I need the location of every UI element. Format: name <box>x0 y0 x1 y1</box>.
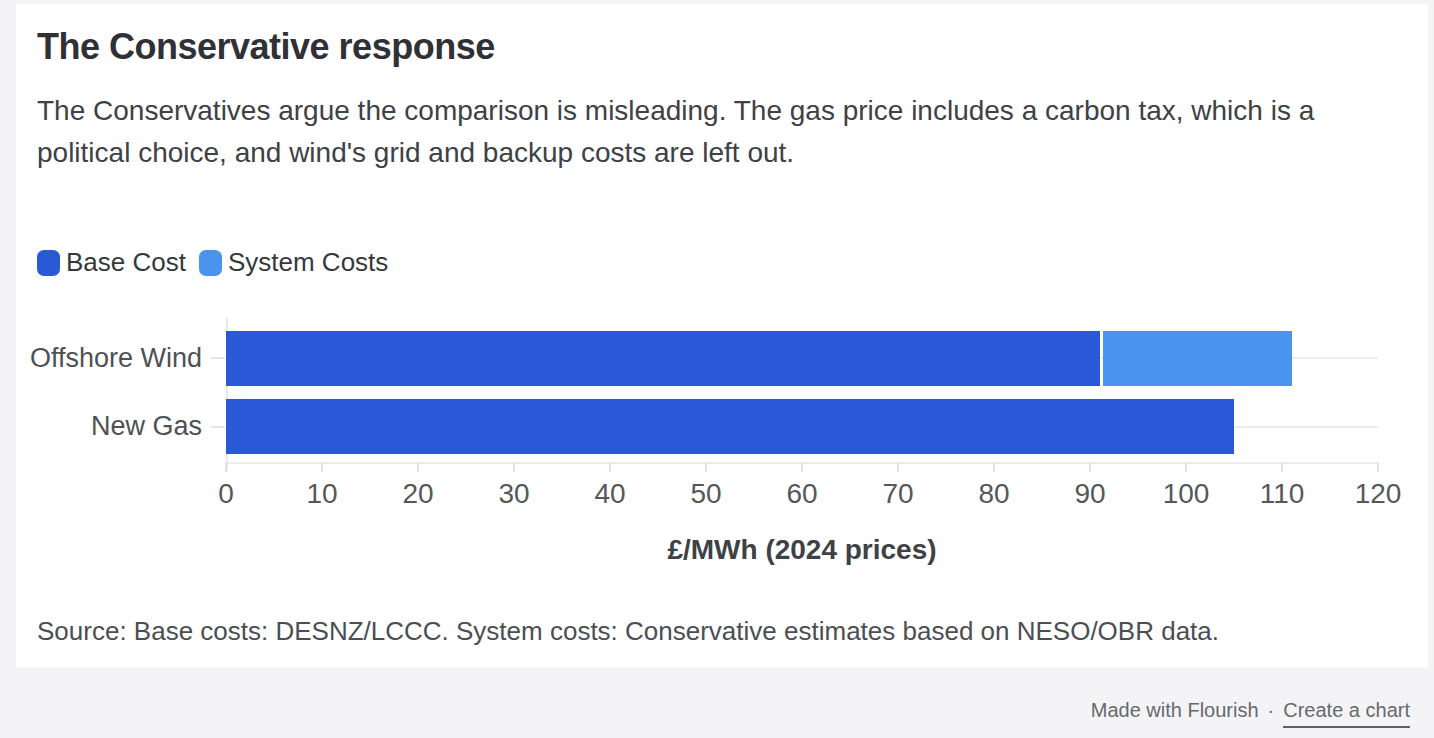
chart-subtitle: The Conservatives argue the comparison i… <box>37 90 1409 174</box>
x-tick-mark <box>1377 462 1379 472</box>
page-title: The Conservative response <box>37 26 495 68</box>
base-cost-swatch-icon <box>37 250 60 276</box>
x-tick-label: 40 <box>570 478 650 510</box>
x-tick-label: 50 <box>666 478 746 510</box>
x-tick-mark <box>1089 462 1091 472</box>
x-axis-tick-labels: 0102030405060708090100110120 <box>226 478 1378 510</box>
x-tick-label: 90 <box>1050 478 1130 510</box>
x-tick-mark <box>1185 462 1187 472</box>
x-tick-label: 60 <box>762 478 842 510</box>
legend-item-base-cost: Base Cost <box>37 247 186 278</box>
x-tick-mark <box>993 462 995 472</box>
x-tick-mark <box>513 462 515 472</box>
x-tick-mark <box>1281 462 1283 472</box>
source-note: Source: Base costs: DESNZ/LCCC. System c… <box>37 616 1219 647</box>
made-with-flourish-label: Made with Flourish <box>1091 699 1259 722</box>
x-tick-mark <box>321 462 323 472</box>
plot-area <box>226 314 1378 474</box>
x-tick-label: 10 <box>282 478 362 510</box>
x-tick-mark <box>225 462 227 472</box>
x-tick-label: 110 <box>1242 478 1322 510</box>
x-tick-label: 100 <box>1146 478 1226 510</box>
x-tick-label: 120 <box>1338 478 1418 510</box>
create-a-chart-link[interactable]: Create a chart <box>1283 699 1410 728</box>
x-tick-mark <box>609 462 611 472</box>
separator-dot: · <box>1268 699 1275 722</box>
legend-label: Base Cost <box>66 247 186 278</box>
x-tick-label: 0 <box>186 478 266 510</box>
system-costs-swatch-icon <box>199 250 222 276</box>
x-tick-mark <box>705 462 707 472</box>
y-tick-mark <box>211 357 225 359</box>
bar-segment-base-cost[interactable] <box>226 331 1100 386</box>
legend-item-system-costs: System Costs <box>199 247 388 278</box>
legend-label: System Costs <box>228 247 388 278</box>
bar-segment-system-costs[interactable] <box>1103 331 1292 386</box>
x-tick-label: 80 <box>954 478 1034 510</box>
chart-card: The Conservative response The Conservati… <box>16 4 1428 667</box>
bar-segment-base-cost[interactable] <box>226 399 1234 454</box>
x-tick-label: 30 <box>474 478 554 510</box>
x-tick-mark <box>897 462 899 472</box>
flourish-credit: Made with Flourish · Create a chart <box>1091 699 1410 728</box>
y-axis-label-offshore-wind: Offshore Wind <box>24 331 202 386</box>
x-tick-mark <box>801 462 803 472</box>
y-tick-mark <box>211 426 225 428</box>
x-tick-mark <box>417 462 419 472</box>
x-tick-label: 20 <box>378 478 458 510</box>
x-axis-title: £/MWh (2024 prices) <box>226 534 1378 566</box>
x-tick-label: 70 <box>858 478 938 510</box>
legend: Base Cost System Costs <box>37 247 388 278</box>
y-axis-label-new-gas: New Gas <box>24 399 202 454</box>
